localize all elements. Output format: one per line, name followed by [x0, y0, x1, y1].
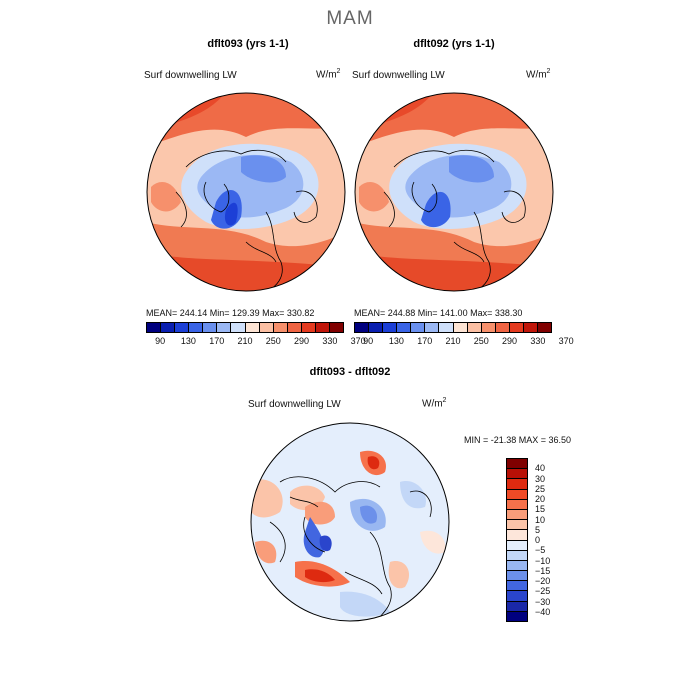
colorbar-tick-label: −5 [535, 545, 546, 556]
colorbar-swatch [507, 469, 527, 480]
colorbar-tick-label: 90 [155, 336, 166, 346]
colorbar-swatch [538, 323, 552, 332]
colorbar-tick-label: −20 [535, 576, 551, 586]
colorbar-swatch [259, 323, 274, 332]
colorbar-tick-label: 0 [535, 535, 541, 545]
colorbar-swatch [147, 323, 162, 332]
colorbar-tick-label: 370 [558, 336, 574, 346]
diff-units-label: W/m2 [422, 397, 447, 410]
colorbar-swatch [189, 323, 204, 332]
left-polar-map [146, 92, 346, 292]
colorbar-tick-label: 30 [535, 473, 546, 484]
colorbar-swatch [509, 323, 524, 332]
right-polar-map [354, 92, 554, 292]
diff-colorbar-ticks: 40 30 25 20 15 10 5 0 −5 −10 −15 −20 −25 −30 −40 [535, 458, 575, 622]
colorbar-swatch [287, 323, 302, 332]
colorbar-swatch [411, 323, 426, 332]
colorbar-swatch [507, 611, 527, 621]
colorbar-tick-label: 170 [417, 336, 433, 346]
colorbar-swatch [355, 323, 370, 332]
colorbar-swatch [507, 571, 527, 582]
colorbar-tick-label: 330 [530, 336, 546, 346]
right-colorbar-ticks: 90 130 170 210 250 290 330 370 [354, 336, 574, 348]
colorbar-swatch [273, 323, 288, 332]
right-panel-title: dflt092 (yrs 1-1) [413, 38, 495, 50]
right-colorbar [354, 322, 552, 333]
figure-title: MAM [326, 8, 374, 29]
colorbar-tick-label: 20 [535, 494, 546, 504]
diff-polar-map [250, 422, 450, 622]
left-colorbar [146, 322, 344, 333]
colorbar-swatch [507, 499, 527, 510]
colorbar-swatch [330, 323, 344, 332]
colorbar-swatch [507, 520, 527, 531]
colorbar-swatch [495, 323, 510, 332]
colorbar-swatch [507, 581, 527, 592]
colorbar-tick-label: 330 [322, 336, 338, 346]
colorbar-tick-label: 250 [473, 336, 489, 346]
colorbar-tick-label: 130 [388, 336, 404, 346]
colorbar-swatch [203, 323, 218, 332]
left-variable-label: Surf downwelling LW [144, 70, 237, 81]
colorbar-tick-label: −15 [535, 565, 551, 576]
colorbar-swatch [425, 323, 440, 332]
colorbar-swatch [507, 509, 527, 521]
colorbar-tick-label: −10 [535, 555, 551, 566]
colorbar-tick-label: −30 [535, 596, 551, 607]
diff-stats: MIN = -21.38 MAX = 36.50 [464, 435, 572, 445]
colorbar-tick-label: 130 [180, 336, 196, 346]
right-units-label: W/m2 [526, 68, 551, 81]
colorbar-swatch [507, 459, 527, 470]
colorbar-swatch [523, 323, 539, 332]
colorbar-swatch [453, 323, 468, 332]
diff-panel-title: dflt093 - dflt092 [309, 366, 391, 378]
colorbar-tick-label: 370 [350, 336, 366, 346]
colorbar-swatch [507, 530, 527, 541]
colorbar-swatch [301, 323, 316, 332]
colorbar-swatch [315, 323, 331, 332]
colorbar-tick-label: 90 [363, 336, 374, 346]
colorbar-swatch [507, 540, 527, 551]
colorbar-tick-label: −40 [535, 606, 551, 617]
colorbar-tick-label: 290 [502, 336, 518, 346]
colorbar-swatch [481, 323, 496, 332]
colorbar-swatch [369, 323, 384, 332]
colorbar-tick-label: 170 [209, 336, 225, 346]
colorbar-swatch [507, 601, 527, 612]
diff-variable-label: Surf downwelling LW [248, 399, 341, 410]
colorbar-swatch [439, 323, 454, 332]
colorbar-swatch [507, 550, 527, 561]
colorbar-swatch [161, 323, 176, 332]
colorbar-tick-label: 40 [535, 463, 546, 474]
colorbar-swatch [397, 323, 412, 332]
colorbar-swatch [383, 323, 398, 332]
colorbar-swatch [507, 591, 527, 602]
colorbar-swatch [507, 489, 527, 500]
colorbar-tick-label: 5 [535, 524, 541, 535]
colorbar-tick-label: −25 [535, 586, 551, 597]
right-variable-label: Surf downwelling LW [352, 70, 445, 81]
diff-colorbar [506, 458, 528, 622]
colorbar-swatch [231, 323, 246, 332]
colorbar-tick-label: 15 [535, 504, 546, 515]
colorbar-tick-label: 25 [535, 483, 546, 494]
left-colorbar-ticks: 90 130 170 210 250 290 330 370 [146, 336, 366, 348]
colorbar-swatch [467, 323, 482, 332]
colorbar-swatch [175, 323, 190, 332]
colorbar-tick-label: 210 [445, 336, 461, 346]
colorbar-tick-label: 210 [237, 336, 253, 346]
left-panel-title: dflt093 (yrs 1-1) [207, 38, 289, 50]
colorbar-tick-label: 10 [535, 514, 546, 525]
colorbar-tick-label: 290 [294, 336, 310, 346]
left-stats: MEAN= 244.14 Min= 129.39 Max= 330.82 [146, 308, 315, 318]
colorbar-swatch [507, 560, 527, 572]
colorbar-swatch [507, 479, 527, 490]
right-stats: MEAN= 244.88 Min= 141.00 Max= 338.30 [354, 308, 523, 318]
colorbar-tick-label: 250 [265, 336, 281, 346]
left-units-label: W/m2 [316, 68, 341, 81]
colorbar-swatch [217, 323, 232, 332]
colorbar-swatch [245, 323, 260, 332]
